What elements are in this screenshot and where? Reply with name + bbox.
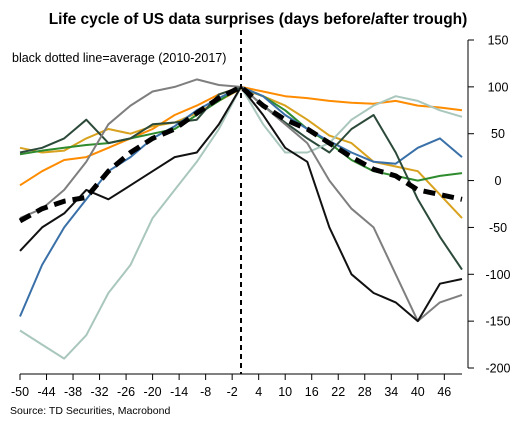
series-line [19, 85, 463, 187]
y-tick-label: 0 [495, 174, 502, 188]
x-tick-label: -26 [117, 385, 135, 399]
x-tick-label: 46 [437, 385, 451, 399]
x-tick-label: -38 [64, 385, 82, 399]
average-line-annotation: black dotted line=average (2010-2017) [12, 51, 226, 65]
x-tick-label: -32 [91, 385, 109, 399]
x-axis: -50 -44 -38 -32 -26 -20 -14 -8 -2 4 10 16 22 28 34 40 46 [11, 373, 462, 399]
x-tick-label: 40 [411, 385, 425, 399]
y-tick-label: 100 [488, 80, 509, 94]
y-tick-label: -50 [489, 221, 507, 235]
x-tick-label: -14 [170, 385, 188, 399]
x-tick-label: 4 [255, 385, 262, 399]
x-tick-label: -2 [227, 385, 238, 399]
x-tick-label: 16 [305, 385, 319, 399]
y-tick-label: -150 [485, 315, 510, 329]
x-tick-label: 28 [358, 385, 372, 399]
x-tick-label: -8 [200, 385, 211, 399]
x-tick-label: -44 [37, 385, 55, 399]
chart-title: Life cycle of US data surprises (days be… [49, 11, 468, 28]
source-note: Source: TD Securities, Macrobond [10, 405, 170, 417]
y-tick-label: -200 [485, 362, 510, 376]
x-tick-label: 22 [331, 385, 345, 399]
x-tick-label: -20 [144, 385, 162, 399]
y-tick-label: -100 [485, 268, 510, 282]
x-tick-label: 34 [384, 385, 398, 399]
x-tick-label: 10 [278, 385, 292, 399]
y-tick-label: 50 [491, 127, 505, 141]
y-tick-label: 150 [488, 34, 509, 48]
plot-area [18, 30, 463, 374]
x-tick-label: -50 [11, 385, 29, 399]
y-axis: 150 100 50 0 -50 -100 -150 -200 [467, 34, 511, 376]
average-series-line [18, 84, 463, 224]
